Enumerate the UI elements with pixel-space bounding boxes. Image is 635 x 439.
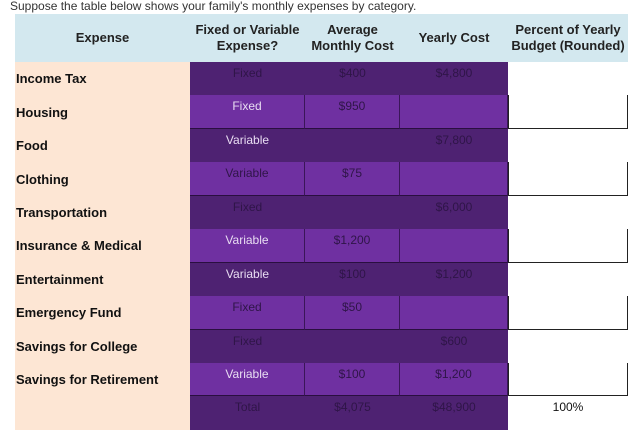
expense-cell: Clothing bbox=[15, 162, 190, 196]
table-row: Food Variable $7,800 bbox=[15, 128, 628, 163]
yearly-cell: $1,200 bbox=[400, 362, 508, 397]
percent-cell bbox=[508, 128, 628, 163]
yearly-cell bbox=[400, 162, 508, 196]
table-body: Income Tax Fixed $400 $4,800 Housing Fixed $95… bbox=[15, 62, 628, 430]
yearly-cell: $4,800 bbox=[400, 62, 508, 96]
table-row: Clothing Variable $75 bbox=[15, 162, 628, 196]
header-expense: Expense bbox=[75, 30, 130, 45]
expense-table: Expense Fixed or Variable Expense? Avera… bbox=[15, 14, 628, 430]
percent-cell[interactable] bbox=[508, 362, 628, 397]
percent-cell: 100% bbox=[508, 396, 628, 430]
monthly-cell: $50 bbox=[305, 296, 400, 330]
expense-cell: Transportation bbox=[15, 195, 190, 230]
monthly-cell: $4,075 bbox=[305, 396, 400, 430]
monthly-cell bbox=[305, 329, 400, 363]
type-cell: Variable bbox=[190, 362, 305, 397]
expense-cell: Income Tax bbox=[15, 62, 190, 96]
expense-cell: Savings for College bbox=[15, 329, 190, 363]
table-row: Emergency Fund Fixed $50 bbox=[15, 296, 628, 330]
intro-text: Suppose the table below shows your famil… bbox=[10, 0, 417, 13]
expense-cell: Housing bbox=[15, 95, 190, 129]
header-yearly: Yearly Cost bbox=[418, 30, 490, 45]
monthly-cell: $950 bbox=[305, 95, 400, 129]
yearly-cell: $6,000 bbox=[400, 195, 508, 230]
table-header: Expense Fixed or Variable Expense? Avera… bbox=[15, 14, 628, 62]
table-row: Entertainment Variable $100 $1,200 bbox=[15, 262, 628, 297]
type-cell: Fixed bbox=[190, 296, 305, 330]
expense-cell: Food bbox=[15, 128, 190, 163]
table-row: Savings for Retirement Variable $100 $1,200 bbox=[15, 362, 628, 397]
monthly-cell: $75 bbox=[305, 162, 400, 196]
type-cell: Fixed bbox=[190, 329, 305, 363]
type-cell: Variable bbox=[190, 162, 305, 196]
table-row: Insurance & Medical Variable $1,200 bbox=[15, 229, 628, 263]
table-row: Income Tax Fixed $400 $4,800 bbox=[15, 62, 628, 96]
monthly-cell: $100 bbox=[305, 262, 400, 297]
table-row: Total $4,075 $48,900 100% bbox=[15, 396, 628, 430]
type-cell: Total bbox=[190, 396, 305, 430]
percent-cell bbox=[508, 262, 628, 297]
type-cell: Variable bbox=[190, 229, 305, 263]
expense-cell: Insurance & Medical bbox=[15, 229, 190, 263]
table-row: Savings for College Fixed $600 bbox=[15, 329, 628, 363]
yearly-cell bbox=[400, 229, 508, 263]
table-row: Transportation Fixed $6,000 bbox=[15, 195, 628, 230]
expense-cell: Emergency Fund bbox=[15, 296, 190, 330]
header-percent: Percent of Yearly Budget (Rounded) bbox=[511, 22, 625, 53]
type-cell: Variable bbox=[190, 262, 305, 297]
monthly-cell: $100 bbox=[305, 362, 400, 397]
type-cell: Variable bbox=[190, 128, 305, 163]
yearly-cell: $7,800 bbox=[400, 128, 508, 163]
type-cell: Fixed bbox=[190, 62, 305, 96]
monthly-cell bbox=[305, 195, 400, 230]
yearly-cell bbox=[400, 95, 508, 129]
header-type: Fixed or Variable Expense? bbox=[195, 22, 300, 53]
percent-cell bbox=[508, 62, 628, 96]
expense-cell bbox=[15, 396, 190, 430]
monthly-cell: $400 bbox=[305, 62, 400, 96]
percent-cell bbox=[508, 329, 628, 363]
table-row: Housing Fixed $950 bbox=[15, 95, 628, 129]
type-cell: Fixed bbox=[190, 195, 305, 230]
header-monthly: Average Monthly Cost bbox=[311, 22, 394, 53]
yearly-cell: $48,900 bbox=[400, 396, 508, 430]
yearly-cell: $1,200 bbox=[400, 262, 508, 297]
percent-cell[interactable] bbox=[508, 296, 628, 330]
expense-cell: Savings for Retirement bbox=[15, 362, 190, 397]
percent-cell bbox=[508, 195, 628, 230]
percent-cell[interactable] bbox=[508, 229, 628, 263]
expense-cell: Entertainment bbox=[15, 262, 190, 297]
type-cell: Fixed bbox=[190, 95, 305, 129]
yearly-cell: $600 bbox=[400, 329, 508, 363]
percent-cell[interactable] bbox=[508, 162, 628, 196]
percent-cell[interactable] bbox=[508, 95, 628, 129]
monthly-cell bbox=[305, 128, 400, 163]
monthly-cell: $1,200 bbox=[305, 229, 400, 263]
yearly-cell bbox=[400, 296, 508, 330]
